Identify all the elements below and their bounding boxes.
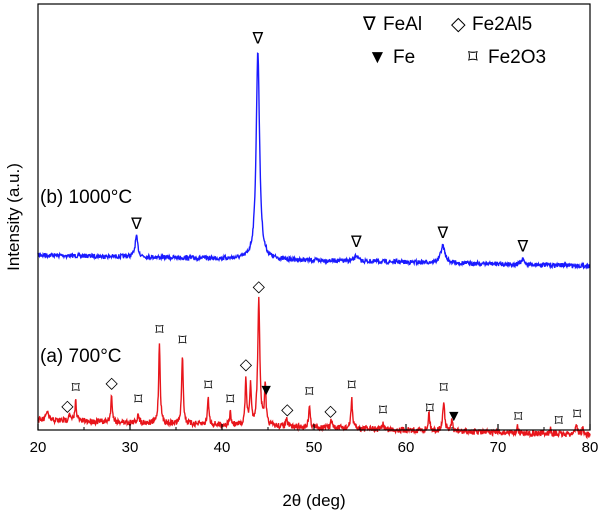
plot-lines [37, 52, 591, 440]
peak-marker-0-3: ∇ [436, 225, 448, 242]
peak-marker-1-3: ⌑ [134, 391, 143, 408]
peak-marker-1-10: ▼ [258, 382, 274, 399]
legend-label-fe2o3: Fe2O3 [488, 47, 546, 68]
peak-marker-1-9: ◇ [253, 278, 266, 295]
series-label-b: (b) 1000°C [40, 187, 132, 208]
peak-marker-1-14: ⌑ [348, 377, 357, 394]
peak-marker-0-0: ∇ [130, 216, 142, 233]
peak-marker-1-13: ◇ [324, 403, 337, 420]
legend-label-fe2al5: Fe2Al5 [472, 14, 532, 35]
x-axis-ticks: 20 30 40 50 60 70 80 [30, 424, 599, 456]
legend-label-feal: FeAl [383, 14, 422, 35]
x-tick-label-60: 60 [398, 439, 415, 456]
y-axis-title: Intensity (a.u.) [4, 163, 23, 271]
peak-marker-1-18: ▼ [446, 408, 462, 425]
legend-symbol-fe2al5: ◇ [451, 14, 466, 35]
legend-label-fe: Fe [393, 47, 415, 68]
peak-marker-1-6: ⌑ [204, 377, 213, 394]
x-axis-title: 2θ (deg) [282, 491, 345, 510]
peak-marker-1-7: ⌑ [226, 392, 235, 409]
peak-marker-1-15: ⌑ [379, 402, 388, 419]
series-line-0 [37, 52, 591, 270]
x-tick-label-20: 20 [30, 439, 47, 456]
peak-marker-0-2: ∇ [350, 234, 362, 251]
peak-marker-1-12: ⌑ [305, 384, 314, 401]
legend-symbol-feal: ∇ [362, 14, 376, 35]
series-line-1 [37, 296, 591, 440]
series-label-a: (a) 700°C [40, 346, 122, 367]
peak-marker-1-8: ◇ [240, 357, 253, 374]
peak-marker-1-21: ⌑ [573, 407, 582, 424]
x-tick-label-80: 80 [582, 439, 599, 456]
peak-marker-1-5: ⌑ [178, 333, 187, 350]
peak-marker-1-1: ⌑ [72, 380, 81, 397]
series-labels: (b) 1000°C (a) 700°C [40, 187, 132, 367]
peak-markers: ∇∇∇∇∇◇⌑ ◇⌑⌑⌑⌑⌑◇◇▼◇⌑◇⌑⌑ ⌑⌑▼ ⌑ ⌑ ⌑ [61, 30, 582, 430]
legend: ∇ FeAl ◇ Fe2Al5 ▼ Fe ⌑ Fe2O3 [362, 14, 546, 68]
peak-marker-1-16: ⌑ [426, 400, 435, 417]
legend-symbol-fe: ▼ [368, 47, 387, 68]
x-tick-label-30: 30 [122, 439, 139, 456]
x-tick-label-40: 40 [214, 439, 231, 456]
peak-marker-1-11: ◇ [281, 401, 294, 418]
peak-marker-0-4: ∇ [516, 238, 528, 255]
peak-marker-1-2: ◇ [105, 375, 118, 392]
legend-symbol-fe2o3: ⌑ [468, 47, 478, 68]
x-tick-label-70: 70 [490, 439, 507, 456]
peak-marker-1-17: ⌑ [440, 380, 449, 397]
x-tick-label-50: 50 [306, 439, 323, 456]
peak-marker-1-4: ⌑ [155, 322, 164, 339]
peak-marker-1-0: ◇ [61, 398, 74, 415]
peak-marker-0-1: ∇ [252, 30, 264, 47]
peak-marker-1-19: ⌑ [514, 409, 523, 426]
peak-marker-1-20: ⌑ [555, 413, 564, 430]
